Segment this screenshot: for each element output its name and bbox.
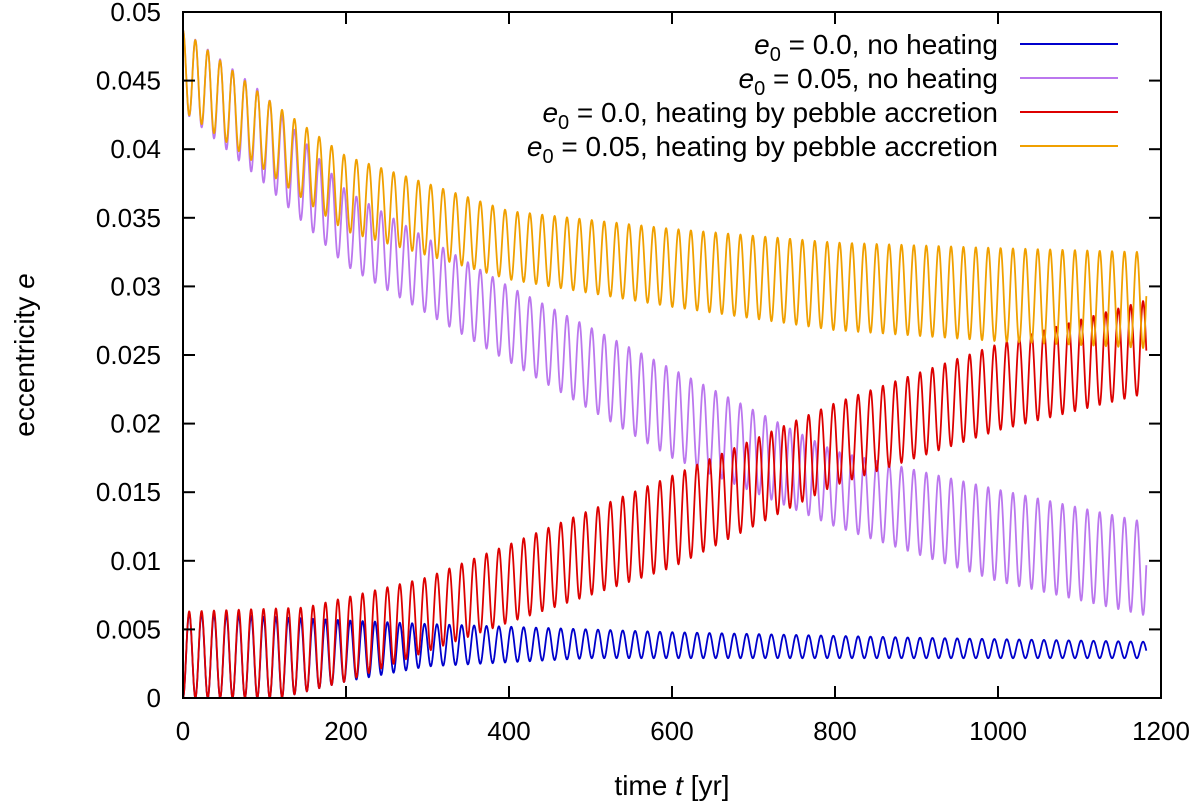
series-line-4 (182, 29, 1148, 349)
ticks-layer: 0 200 400 600 800 1000 1200 0 0.005 0.01 0.015 0.02… (96, 0, 1190, 746)
x-tick-label: 600 (650, 716, 693, 746)
y-tick-label: 0.025 (96, 340, 161, 370)
x-tick-label: 400 (487, 716, 530, 746)
y-tick-label: 0.03 (110, 271, 161, 301)
y-tick-label: 0.01 (110, 546, 161, 576)
x-tick-label: 0 (176, 716, 190, 746)
y-tick-label: 0 (147, 683, 161, 713)
y-tick-label: 0.015 (96, 477, 161, 507)
legend-entry-2: e0 = 0.05, no heating (739, 63, 998, 100)
y-tick-label: 0.045 (96, 66, 161, 96)
y-tick-label: 0.05 (110, 0, 161, 27)
y-axis-label: eccentricity e (9, 273, 40, 436)
legend-entry-4: e0 = 0.05, heating by pebble accretion (527, 131, 998, 168)
series-line-3 (182, 300, 1148, 699)
x-tick-label: 200 (324, 716, 367, 746)
legend-entry-1: e0 = 0.0, no heating (754, 29, 998, 66)
x-axis-label: time t [yr] (614, 770, 729, 801)
series-layer (182, 29, 1148, 699)
y-tick-label: 0.005 (96, 614, 161, 644)
x-tick-label: 1000 (969, 716, 1027, 746)
legend-entry-3: e0 = 0.0, heating by pebble accretion (542, 97, 998, 134)
series-line-2 (182, 29, 1148, 616)
x-tick-label: 800 (813, 716, 856, 746)
y-tick-label: 0.035 (96, 203, 161, 233)
y-tick-label: 0.04 (110, 134, 161, 164)
y-tick-label: 0.02 (110, 409, 161, 439)
x-tick-label: 1200 (1132, 716, 1190, 746)
